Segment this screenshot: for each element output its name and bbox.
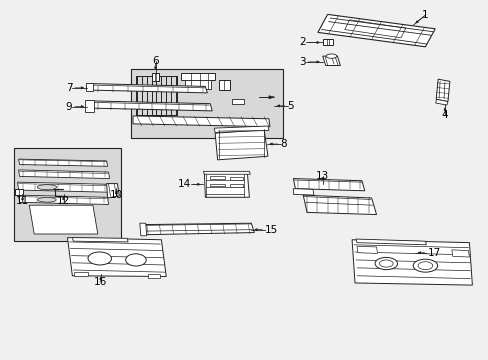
- Polygon shape: [19, 159, 107, 166]
- Text: 8: 8: [280, 139, 287, 149]
- Polygon shape: [18, 182, 110, 192]
- Polygon shape: [142, 223, 254, 235]
- Polygon shape: [29, 205, 98, 234]
- Bar: [14, 148, 121, 241]
- Polygon shape: [356, 246, 377, 253]
- Text: 1: 1: [421, 10, 428, 20]
- Text: 11: 11: [16, 196, 29, 206]
- Polygon shape: [322, 56, 340, 66]
- Polygon shape: [204, 174, 249, 197]
- Polygon shape: [19, 195, 108, 204]
- Ellipse shape: [38, 197, 56, 202]
- Text: 2: 2: [298, 37, 305, 48]
- Text: 9: 9: [65, 102, 72, 112]
- Polygon shape: [351, 240, 471, 285]
- Polygon shape: [268, 96, 274, 99]
- Polygon shape: [147, 274, 160, 278]
- Text: 5: 5: [287, 101, 294, 111]
- Ellipse shape: [374, 257, 397, 270]
- Polygon shape: [231, 99, 244, 104]
- Polygon shape: [19, 170, 109, 179]
- Polygon shape: [86, 83, 93, 91]
- Polygon shape: [293, 189, 313, 195]
- Polygon shape: [293, 179, 364, 191]
- Polygon shape: [151, 73, 159, 81]
- Text: 4: 4: [441, 110, 447, 120]
- Polygon shape: [435, 99, 447, 105]
- Polygon shape: [67, 238, 166, 276]
- Text: 14: 14: [177, 179, 190, 189]
- Ellipse shape: [325, 54, 336, 58]
- Text: 12: 12: [57, 196, 70, 206]
- Polygon shape: [229, 184, 242, 187]
- Polygon shape: [451, 250, 468, 257]
- Polygon shape: [317, 14, 434, 47]
- Polygon shape: [15, 189, 23, 195]
- Polygon shape: [214, 126, 268, 132]
- Polygon shape: [210, 184, 224, 186]
- Polygon shape: [87, 84, 207, 93]
- Polygon shape: [181, 73, 215, 80]
- Ellipse shape: [417, 262, 432, 270]
- Text: 6: 6: [152, 56, 159, 66]
- Polygon shape: [74, 272, 88, 276]
- Text: 16: 16: [94, 276, 107, 287]
- Polygon shape: [184, 80, 211, 89]
- Text: 13: 13: [315, 171, 329, 181]
- Bar: [131, 69, 282, 138]
- Polygon shape: [303, 195, 376, 215]
- Ellipse shape: [379, 260, 392, 267]
- Ellipse shape: [412, 259, 437, 272]
- Ellipse shape: [37, 185, 57, 190]
- Polygon shape: [229, 177, 242, 180]
- Polygon shape: [106, 184, 119, 198]
- Polygon shape: [219, 80, 229, 90]
- Polygon shape: [133, 116, 269, 127]
- Text: 7: 7: [65, 83, 72, 93]
- Text: 17: 17: [427, 248, 440, 258]
- Polygon shape: [87, 101, 212, 111]
- Ellipse shape: [88, 252, 111, 265]
- Text: 3: 3: [298, 57, 305, 67]
- Polygon shape: [85, 100, 94, 112]
- Polygon shape: [210, 176, 224, 179]
- Polygon shape: [435, 79, 449, 102]
- Polygon shape: [72, 238, 128, 242]
- Polygon shape: [215, 130, 267, 160]
- Text: 15: 15: [264, 225, 278, 235]
- Text: 10: 10: [110, 190, 122, 200]
- Polygon shape: [203, 171, 250, 174]
- Ellipse shape: [125, 254, 146, 266]
- Polygon shape: [355, 239, 426, 245]
- Polygon shape: [322, 39, 332, 45]
- Polygon shape: [140, 223, 146, 236]
